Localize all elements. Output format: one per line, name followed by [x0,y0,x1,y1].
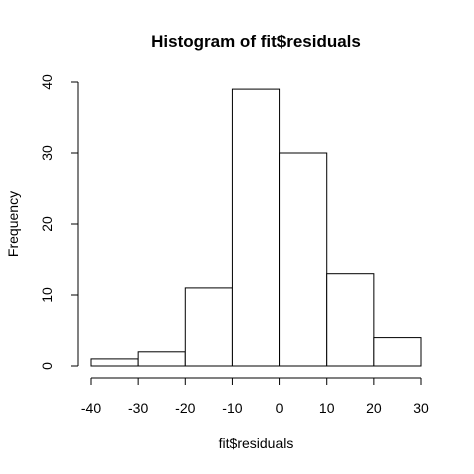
bars-group [90,88,422,367]
y-axis: 0 10 20 30 40 [39,74,79,370]
histogram-bar [326,273,375,367]
histogram-bar [279,152,328,367]
histogram-bar [373,337,422,367]
y-tick-label: 30 [39,145,55,161]
x-axis: -40 -30 -20 -10 0 10 20 30 [81,377,429,416]
histogram-bar [137,351,186,367]
x-tick-label: -30 [128,400,148,416]
y-tick-label: 0 [39,362,55,370]
x-tick-label: 10 [319,400,335,416]
histogram-bar [184,287,233,367]
y-tick-label: 10 [39,287,55,303]
chart-title: Histogram of fit$residuals [151,32,361,51]
x-tick-label: -10 [222,400,242,416]
x-axis-label: fit$residuals [219,435,294,451]
y-tick-label: 20 [39,216,55,232]
y-tick-label: 40 [39,74,55,90]
x-tick-label: 30 [413,400,429,416]
x-tick-label: 20 [366,400,382,416]
histogram-bar [90,358,139,367]
histogram-bar [231,88,281,367]
x-tick-label: -20 [175,400,195,416]
x-tick-label: 0 [276,400,284,416]
y-axis-label: Frequency [5,191,21,257]
x-tick-label: -40 [81,400,101,416]
